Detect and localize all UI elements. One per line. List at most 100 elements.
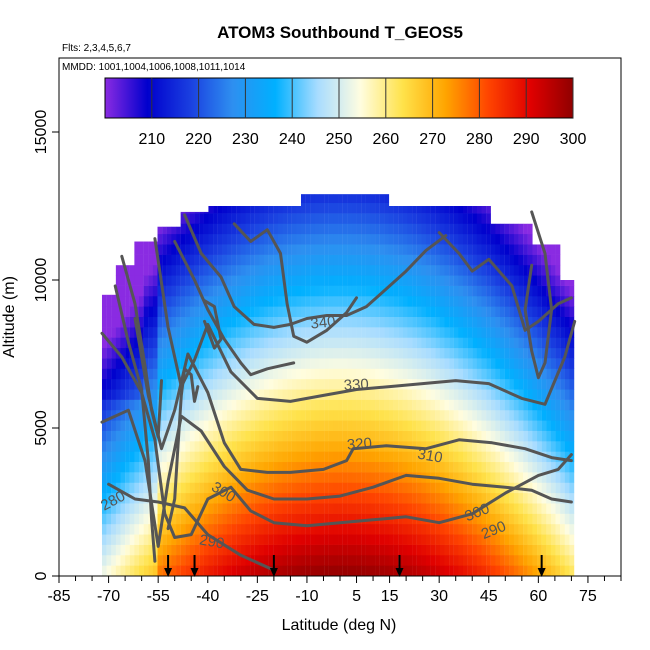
heatmap-cell: [453, 368, 459, 380]
heatmap-cell: [416, 451, 422, 463]
heatmap-cell: [310, 327, 316, 338]
heatmap-cell: [398, 399, 403, 411]
heatmap-cell: [476, 368, 482, 380]
heatmap-cell: [518, 327, 524, 338]
heatmap-cell: [240, 492, 246, 504]
heatmap-cell: [541, 513, 547, 525]
heatmap-cell: [231, 285, 237, 297]
heatmap-cell: [416, 492, 422, 504]
heatmap-cell: [185, 534, 191, 545]
heatmap-cell: [476, 264, 482, 276]
heatmap-cell: [245, 482, 251, 494]
heatmap-cell: [199, 223, 204, 235]
heatmap-cell: [467, 472, 473, 483]
heatmap-cell: [444, 430, 450, 442]
heatmap-cell: [425, 223, 431, 235]
heatmap-cell: [541, 275, 547, 286]
heatmap-cell: [361, 244, 366, 255]
heatmap-cell: [462, 378, 468, 390]
heatmap-cell: [486, 233, 491, 245]
heatmap-cell: [495, 368, 501, 380]
heatmap-cell: [240, 254, 246, 266]
heatmap-cell: [101, 492, 107, 504]
heatmap-cell: [421, 523, 427, 535]
heatmap-cell: [185, 565, 191, 576]
heatmap-cell: [449, 254, 454, 266]
heatmap-cell: [305, 430, 311, 442]
heatmap-cell: [388, 544, 394, 556]
heatmap-cell: [379, 409, 385, 421]
heatmap-cell: [213, 513, 218, 525]
heatmap-cell: [231, 389, 237, 400]
heatmap-cell: [291, 347, 297, 359]
heatmap-cell: [435, 233, 440, 245]
heatmap-cell: [421, 244, 427, 255]
heatmap-cell: [291, 565, 297, 576]
heatmap-cell: [393, 420, 399, 431]
heatmap-cell: [481, 316, 487, 328]
heatmap-cell: [115, 399, 121, 411]
heatmap-cell: [444, 306, 450, 318]
heatmap-cell: [115, 554, 121, 566]
heatmap-cell: [486, 503, 491, 514]
heatmap-cell: [458, 327, 464, 338]
heatmap-cell: [291, 213, 297, 224]
heatmap-cell: [402, 554, 408, 566]
heatmap-cell: [314, 316, 320, 328]
heatmap-cell: [171, 358, 177, 369]
heatmap-cell: [208, 347, 214, 359]
heatmap-cell: [560, 451, 565, 463]
heatmap-cell: [421, 544, 427, 556]
heatmap-cell: [203, 554, 209, 566]
heatmap-cell: [449, 420, 454, 431]
heatmap-cell: [375, 213, 380, 224]
heatmap-cell: [180, 430, 186, 442]
heatmap-cell: [388, 285, 394, 297]
heatmap-cell: [449, 295, 454, 307]
heatmap-cell: [115, 265, 121, 276]
heatmap-cell: [342, 316, 348, 328]
heatmap-cell: [495, 461, 501, 473]
heatmap-cell: [370, 430, 376, 442]
heatmap-cell: [555, 306, 561, 318]
heatmap-cell: [203, 472, 209, 483]
heatmap-cell: [379, 337, 385, 349]
heatmap-cell: [513, 254, 519, 266]
heatmap-cell: [537, 492, 542, 504]
heatmap-cell: [370, 368, 376, 380]
heatmap-cell: [509, 523, 515, 535]
heatmap-cell: [555, 554, 561, 566]
heatmap-cell: [518, 409, 524, 421]
heatmap-cell: [365, 337, 371, 349]
heatmap-cell: [226, 378, 232, 390]
heatmap-cell: [388, 295, 394, 307]
heatmap-cell: [412, 492, 417, 504]
heatmap-cell: [194, 554, 200, 566]
heatmap-cell: [129, 441, 135, 452]
heatmap-cell: [458, 337, 464, 349]
heatmap-cell: [375, 492, 380, 504]
heatmap-cell: [213, 482, 218, 494]
heatmap-cell: [513, 378, 519, 390]
heatmap-cell: [384, 534, 390, 545]
heatmap-cell: [351, 347, 357, 359]
heatmap-cell: [555, 316, 561, 328]
heatmap-cell: [407, 233, 413, 245]
heatmap-cell: [282, 472, 288, 483]
heatmap-cell: [550, 347, 556, 359]
heatmap-cell: [231, 482, 237, 494]
heatmap-cell: [185, 378, 191, 390]
heatmap-cell: [240, 306, 246, 318]
heatmap-cell: [365, 327, 371, 338]
heatmap-cell: [504, 233, 510, 245]
heatmap-cell: [199, 347, 204, 359]
heatmap-cell: [393, 534, 399, 545]
heatmap-cell: [569, 316, 575, 328]
heatmap-cell: [101, 389, 107, 400]
heatmap-cell: [384, 254, 390, 266]
heatmap-cell: [305, 202, 311, 214]
heatmap-cell: [185, 337, 191, 349]
heatmap-cell: [564, 534, 570, 545]
heatmap-cell: [157, 316, 163, 328]
heatmap-cell: [500, 451, 505, 463]
